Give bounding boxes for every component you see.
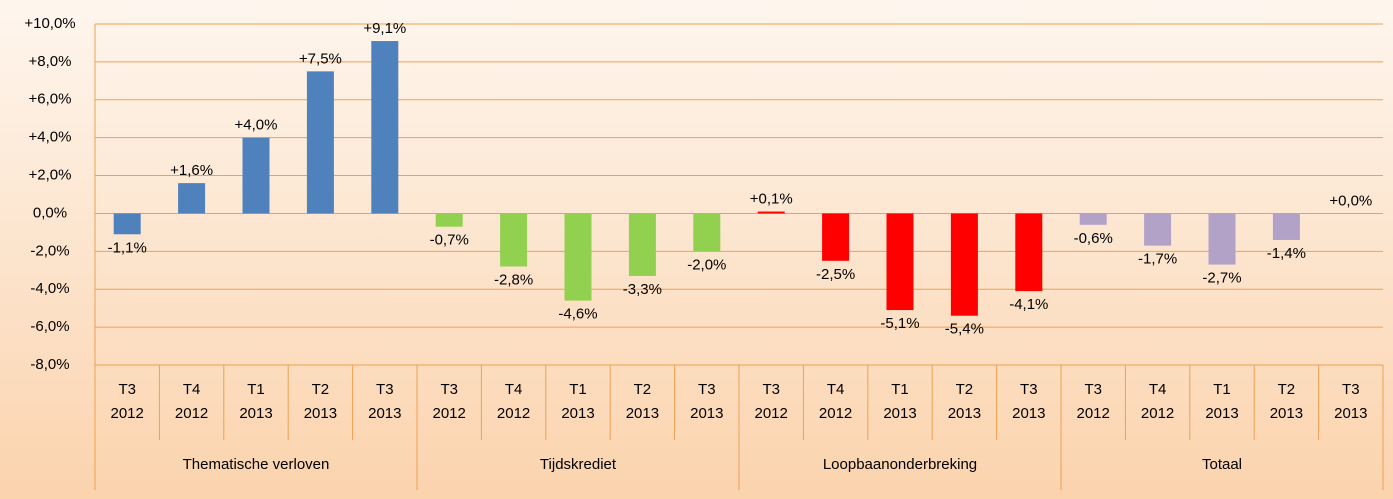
bar	[500, 213, 528, 267]
x-tick-label: 2012	[1141, 405, 1174, 422]
x-tick-label: T4	[1149, 381, 1167, 398]
x-tick-label: T1	[247, 381, 265, 398]
group-label: Totaal	[1202, 456, 1242, 473]
data-label: -1,4%	[1267, 245, 1306, 262]
x-tick-label: 2013	[368, 405, 401, 422]
y-tick-label: +2,0%	[29, 167, 72, 184]
x-tick-label: T3	[698, 381, 716, 398]
x-tick-label: T3	[1342, 381, 1360, 398]
bar	[628, 213, 656, 276]
x-tick-label: 2013	[948, 405, 981, 422]
data-label: +0,0%	[1329, 192, 1372, 209]
group-label: Tijdskrediet	[540, 456, 617, 473]
data-label: +0,1%	[750, 191, 793, 208]
x-tick-label: 2013	[883, 405, 916, 422]
data-label: -2,0%	[687, 256, 726, 273]
x-tick-label: 2013	[239, 405, 272, 422]
data-label: -4,1%	[1009, 296, 1048, 313]
bar	[178, 183, 206, 214]
x-tick-label: T1	[891, 381, 909, 398]
data-label: -4,6%	[558, 306, 597, 323]
bar	[242, 137, 270, 214]
data-label: +1,6%	[170, 162, 213, 179]
y-tick-label: -2,0%	[30, 242, 69, 259]
y-tick-label: +4,0%	[29, 129, 72, 146]
data-label: +4,0%	[235, 117, 278, 134]
data-label: -0,6%	[1074, 230, 1113, 247]
x-tick-label: 2013	[1270, 405, 1303, 422]
x-tick-label: T3	[376, 381, 394, 398]
y-tick-label: 0,0%	[33, 204, 67, 221]
data-label: -2,5%	[816, 266, 855, 283]
bar	[306, 71, 334, 214]
x-tick-label: 2013	[1012, 405, 1045, 422]
data-label: -2,8%	[494, 271, 533, 288]
data-label: +9,1%	[363, 20, 406, 37]
bar	[1208, 213, 1236, 265]
bar	[435, 213, 463, 227]
data-label: -3,3%	[623, 281, 662, 298]
y-tick-label: +8,0%	[29, 53, 72, 70]
bar	[757, 211, 785, 214]
x-tick-label: T3	[118, 381, 136, 398]
x-tick-label: 2013	[561, 405, 594, 422]
y-tick-label: +10,0%	[24, 15, 75, 32]
x-tick-label: T3	[1084, 381, 1102, 398]
x-tick-label: T2	[1278, 381, 1296, 398]
x-tick-label: T4	[183, 381, 201, 398]
bar	[950, 213, 978, 316]
group-label: Thematische verloven	[183, 456, 330, 473]
data-label: -1,1%	[108, 239, 147, 256]
x-tick-label: T2	[312, 381, 330, 398]
y-tick-label: +6,0%	[29, 91, 72, 108]
data-label: -2,7%	[1202, 270, 1241, 287]
bar	[886, 213, 914, 311]
x-tick-label: 2012	[433, 405, 466, 422]
x-tick-label: 2012	[175, 405, 208, 422]
bar	[1015, 213, 1043, 292]
x-tick-label: 2013	[1334, 405, 1367, 422]
y-tick-label: -8,0%	[30, 356, 69, 373]
x-tick-label: T4	[827, 381, 845, 398]
bar	[822, 213, 850, 261]
y-tick-label: -6,0%	[30, 318, 69, 335]
bar	[1144, 213, 1172, 246]
bar	[1272, 213, 1300, 240]
x-tick-label: 2012	[497, 405, 530, 422]
data-label: -5,1%	[880, 315, 919, 332]
bar	[564, 213, 592, 301]
bar	[693, 213, 721, 252]
data-label: -0,7%	[430, 232, 469, 249]
x-tick-label: T2	[634, 381, 652, 398]
x-tick-label: T3	[762, 381, 780, 398]
x-tick-label: T1	[1213, 381, 1231, 398]
x-tick-label: T3	[440, 381, 458, 398]
data-label: -1,7%	[1138, 251, 1177, 268]
x-tick-label: T2	[956, 381, 974, 398]
x-tick-label: T3	[1020, 381, 1038, 398]
x-tick-label: T1	[569, 381, 587, 398]
data-label: -5,4%	[945, 321, 984, 338]
x-tick-label: T4	[505, 381, 523, 398]
y-tick-label: -4,0%	[30, 280, 69, 297]
bar	[1079, 213, 1107, 225]
group-label: Loopbaanonderbreking	[823, 456, 977, 473]
x-tick-label: 2012	[755, 405, 788, 422]
x-tick-label: 2012	[1077, 405, 1110, 422]
data-label: +7,5%	[299, 50, 342, 67]
x-tick-label: 2013	[304, 405, 337, 422]
x-tick-label: 2012	[819, 405, 852, 422]
bar	[371, 41, 399, 214]
x-tick-label: 2013	[626, 405, 659, 422]
bar	[113, 213, 141, 235]
x-tick-label: 2013	[1205, 405, 1238, 422]
x-tick-label: 2012	[111, 405, 144, 422]
x-tick-label: 2013	[690, 405, 723, 422]
